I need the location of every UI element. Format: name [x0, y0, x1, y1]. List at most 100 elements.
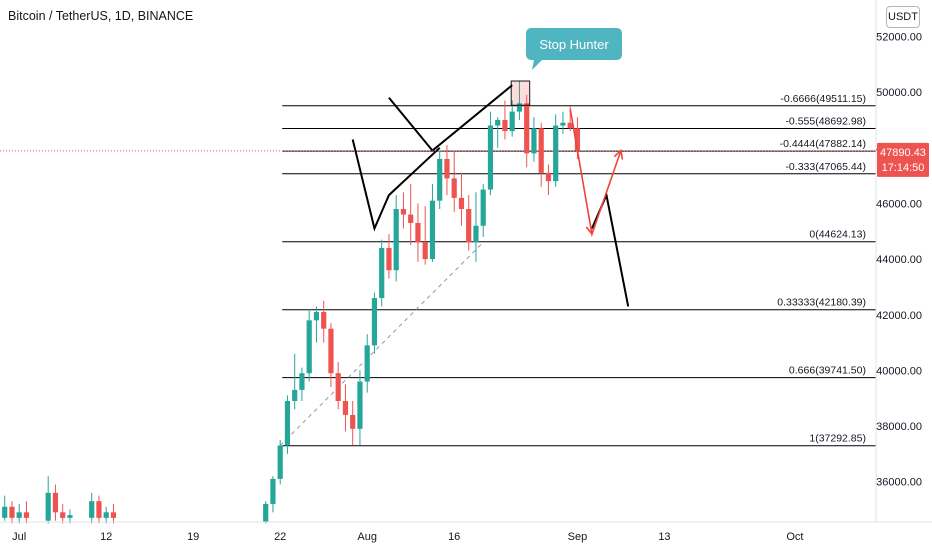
- candle-body: [2, 506, 8, 518]
- candle-body: [9, 506, 15, 518]
- symbol-title: Bitcoin / TetherUS, 1D, BINANCE: [8, 9, 194, 23]
- y-tick-label: 40000.00: [876, 365, 922, 377]
- fib-level-label: 1(37292.85): [809, 433, 866, 445]
- candle: [545, 164, 552, 196]
- candle: [560, 111, 566, 134]
- candle: [350, 401, 356, 446]
- candle: [415, 203, 421, 262]
- y-tick-label: 42000.00: [876, 310, 922, 322]
- candle: [400, 192, 407, 229]
- candle-body: [560, 122, 566, 126]
- fib-level-label: 0(44624.13): [809, 229, 866, 241]
- candle: [292, 353, 298, 410]
- currency-button[interactable]: USDT: [886, 6, 920, 28]
- candle: [52, 484, 59, 521]
- candle-body: [531, 128, 537, 154]
- candle-body: [350, 414, 356, 429]
- fib-level-label: -0.555(48692.98): [785, 116, 866, 128]
- candle: [23, 501, 30, 524]
- candle: [321, 300, 327, 343]
- price-tag: 47890.43 17:14:50: [877, 142, 929, 177]
- candle-body: [16, 512, 22, 518]
- candle-body: [480, 189, 486, 226]
- black-forecast-path: [591, 191, 630, 307]
- candle-body: [52, 492, 59, 513]
- stop-hunt-box: [510, 80, 531, 106]
- candle: [538, 122, 544, 187]
- candle: [60, 503, 66, 524]
- candle: [422, 206, 428, 265]
- candle: [270, 476, 276, 513]
- candle-body: [502, 119, 508, 132]
- candle: [16, 503, 22, 524]
- y-tick-label: 52000.00: [876, 32, 922, 44]
- candle-body: [466, 209, 472, 243]
- candle: [408, 183, 414, 246]
- candle-body: [292, 389, 298, 402]
- candle: [45, 476, 51, 524]
- candle: [466, 195, 472, 251]
- candle-body: [60, 512, 66, 518]
- candle: [335, 362, 341, 410]
- candle-body: [386, 247, 392, 271]
- x-tick-label: Aug: [357, 531, 377, 543]
- candle-body: [270, 478, 276, 504]
- candle-body: [335, 373, 341, 402]
- candle-body: [553, 125, 559, 182]
- candle: [473, 192, 479, 262]
- candle: [502, 100, 508, 140]
- y-tick-label: 38000.00: [876, 421, 922, 433]
- x-tick-label: 12: [100, 531, 112, 543]
- candle: [306, 309, 312, 382]
- candle-body: [458, 197, 465, 210]
- candle-body: [538, 128, 544, 173]
- candle: [495, 117, 501, 148]
- callout-text: Stop Hunter: [539, 37, 609, 52]
- candle-body: [545, 172, 552, 182]
- x-tick-label: 19: [187, 531, 199, 543]
- y-tick-label: 50000.00: [876, 87, 922, 99]
- price-tag-box: [877, 142, 929, 177]
- candle-body: [437, 158, 443, 201]
- red-arrow-up-head: [613, 149, 624, 160]
- candle-body: [408, 214, 414, 223]
- candle: [364, 334, 370, 393]
- candle-body: [342, 401, 349, 415]
- candles: [2, 81, 581, 524]
- x-tick-label: 22: [274, 531, 286, 543]
- candle: [386, 234, 392, 279]
- candle: [487, 111, 494, 196]
- candle: [379, 239, 385, 307]
- x-tick-label: Oct: [786, 531, 803, 543]
- candle: [263, 501, 269, 524]
- candle: [89, 492, 95, 524]
- candle-body: [110, 512, 117, 518]
- price-tag-price: 47890.43: [880, 147, 926, 159]
- candle-body: [371, 298, 378, 346]
- candle: [429, 183, 436, 262]
- candle-body: [277, 445, 283, 479]
- fib-level-label: 0.666(39741.50): [789, 365, 866, 377]
- axes: 52000.0050000.0048000.0046000.0044000.00…: [0, 0, 932, 543]
- candle: [357, 370, 363, 446]
- candle-body: [516, 103, 523, 112]
- wedge-lower-line: [351, 139, 441, 232]
- candle-body: [429, 200, 436, 260]
- candle-body: [263, 503, 269, 522]
- y-tick-label: 44000.00: [876, 254, 922, 266]
- candle-body: [328, 328, 334, 374]
- candle-body: [299, 373, 305, 390]
- candle-body: [306, 320, 312, 374]
- candle: [96, 495, 102, 524]
- fib-level-label: -0.333(47065.44): [785, 161, 866, 173]
- candle-body: [451, 178, 457, 198]
- candle: [2, 495, 8, 521]
- candle-body: [574, 128, 581, 151]
- candle: [313, 306, 320, 343]
- candle-body: [422, 242, 428, 260]
- x-tick-label: 16: [448, 531, 460, 543]
- candle-body: [509, 111, 515, 132]
- candle-body: [415, 222, 421, 243]
